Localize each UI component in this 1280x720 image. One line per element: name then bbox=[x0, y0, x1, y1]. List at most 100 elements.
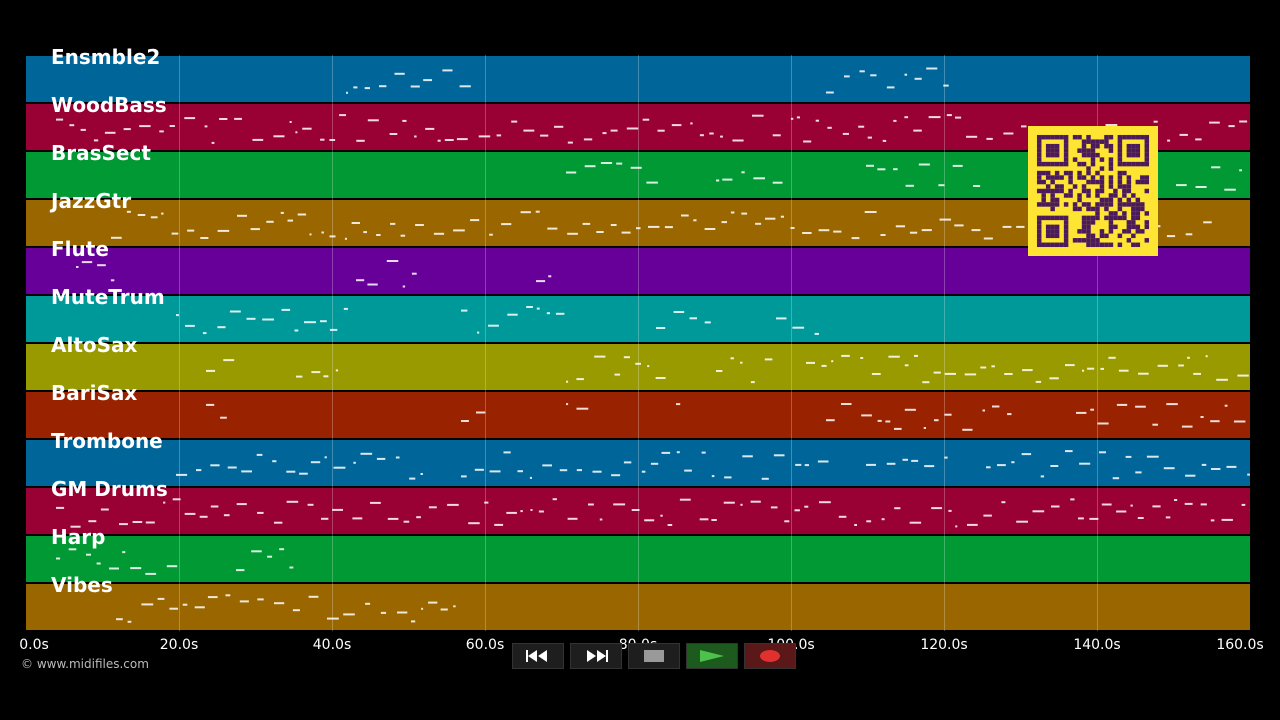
note-mark bbox=[914, 354, 918, 357]
note-mark bbox=[1130, 504, 1133, 507]
note-mark bbox=[110, 279, 115, 282]
qr-module bbox=[1077, 197, 1082, 203]
note-mark bbox=[116, 618, 123, 621]
qr-module bbox=[1122, 188, 1127, 194]
note-mark bbox=[954, 224, 964, 227]
qr-module bbox=[1090, 242, 1096, 248]
note-mark bbox=[335, 369, 339, 372]
note-mark bbox=[402, 285, 406, 288]
qr-module bbox=[1099, 188, 1105, 194]
note-mark bbox=[924, 465, 935, 468]
note-mark bbox=[535, 210, 540, 213]
note-mark bbox=[1076, 411, 1087, 414]
note-mark bbox=[803, 140, 812, 143]
qr-module bbox=[1117, 175, 1123, 180]
qr-module bbox=[1036, 202, 1042, 207]
note-mark bbox=[236, 569, 245, 572]
track-label: AltoSax bbox=[51, 333, 138, 357]
note-mark bbox=[370, 501, 381, 504]
note-mark bbox=[292, 609, 300, 612]
note-mark bbox=[796, 116, 800, 119]
note-mark bbox=[297, 213, 307, 216]
qr-module bbox=[1144, 224, 1150, 230]
play-button[interactable] bbox=[686, 643, 738, 669]
rewind-button[interactable] bbox=[512, 643, 564, 669]
note-mark bbox=[333, 466, 346, 469]
note-mark bbox=[163, 501, 166, 504]
note-mark bbox=[176, 314, 179, 317]
note-mark bbox=[145, 572, 157, 575]
note-mark bbox=[176, 473, 188, 476]
note-mark bbox=[206, 369, 216, 372]
qr-module bbox=[1050, 175, 1055, 180]
qr-module bbox=[1054, 233, 1060, 239]
note-mark bbox=[724, 476, 732, 479]
note-mark bbox=[474, 468, 484, 471]
note-mark bbox=[902, 458, 908, 461]
note-mark bbox=[923, 427, 926, 429]
note-mark bbox=[870, 74, 877, 77]
qr-module bbox=[1135, 197, 1141, 203]
note-mark bbox=[86, 553, 91, 556]
qr-module bbox=[1095, 202, 1100, 207]
qr-module bbox=[1135, 206, 1141, 212]
qr-module bbox=[1122, 184, 1127, 189]
note-mark bbox=[488, 324, 499, 327]
note-mark bbox=[881, 518, 885, 521]
fast-forward-button[interactable] bbox=[570, 643, 622, 669]
qr-module bbox=[1050, 179, 1055, 185]
qr-module bbox=[1108, 220, 1114, 225]
note-mark bbox=[885, 420, 891, 423]
note-mark bbox=[854, 524, 857, 526]
qr-module bbox=[1108, 161, 1114, 167]
qr-module bbox=[1108, 229, 1114, 234]
qr-module bbox=[1135, 202, 1141, 207]
qr-module bbox=[1108, 179, 1114, 185]
note-mark bbox=[433, 232, 445, 235]
note-mark bbox=[307, 503, 314, 506]
note-mark bbox=[1003, 132, 1014, 135]
record-button[interactable] bbox=[744, 643, 796, 669]
note-mark bbox=[169, 125, 175, 127]
note-mark bbox=[529, 476, 532, 479]
note-mark bbox=[621, 231, 631, 234]
note-mark bbox=[223, 359, 235, 362]
qr-module bbox=[1104, 233, 1109, 239]
note-mark bbox=[1089, 517, 1099, 520]
track-lane: Harp bbox=[26, 525, 1250, 582]
note-mark bbox=[496, 134, 502, 137]
qr-module bbox=[1117, 134, 1123, 140]
time-tick-label: 120.0s bbox=[920, 637, 968, 653]
qr-module bbox=[1045, 148, 1051, 153]
qr-module bbox=[1095, 179, 1100, 185]
note-mark bbox=[70, 525, 81, 528]
qr-module bbox=[1131, 206, 1136, 212]
note-mark bbox=[1210, 519, 1215, 522]
note-mark bbox=[386, 260, 399, 262]
note-mark bbox=[922, 381, 930, 384]
note-mark bbox=[704, 228, 716, 230]
note-mark bbox=[237, 214, 247, 217]
note-mark bbox=[576, 407, 589, 410]
note-mark bbox=[327, 617, 339, 620]
note-mark bbox=[376, 234, 381, 236]
note-mark bbox=[411, 272, 417, 275]
qr-module bbox=[1063, 202, 1069, 207]
note-mark bbox=[1135, 471, 1142, 474]
qr-module bbox=[1095, 139, 1100, 144]
qr-module bbox=[1144, 134, 1150, 140]
qr-module bbox=[1140, 179, 1145, 185]
note-mark bbox=[423, 79, 432, 82]
qr-module bbox=[1063, 157, 1069, 162]
qr-module bbox=[1095, 152, 1100, 158]
note-mark bbox=[566, 403, 569, 406]
qr-module bbox=[1077, 238, 1082, 243]
note-mark bbox=[1157, 364, 1168, 367]
note-mark bbox=[329, 235, 336, 238]
qr-module bbox=[1144, 238, 1150, 243]
stop-button[interactable] bbox=[628, 643, 680, 669]
note-mark bbox=[944, 456, 948, 459]
qr-module bbox=[1081, 238, 1087, 243]
note-mark bbox=[241, 470, 252, 473]
qr-module bbox=[1081, 139, 1087, 144]
